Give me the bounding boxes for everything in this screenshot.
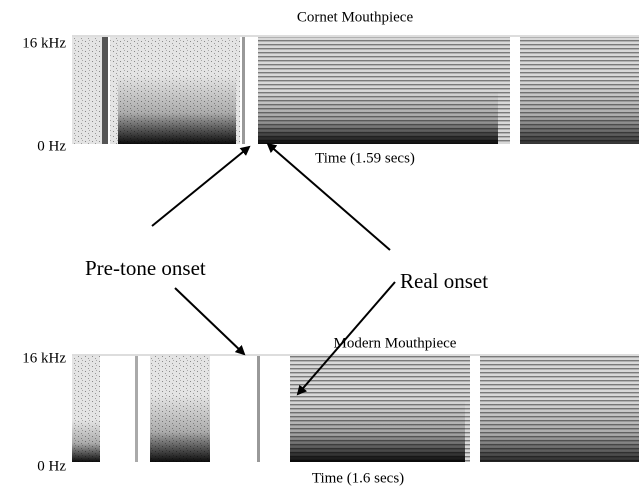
time-label: Time (1.59 secs) bbox=[315, 150, 415, 166]
spectrogram-bottom bbox=[72, 354, 639, 462]
annotation: Pre-tone onset bbox=[85, 256, 206, 280]
arrows bbox=[151, 142, 396, 396]
y-top-label: 16 kHz bbox=[22, 350, 66, 366]
y-bottom-label: 0 Hz bbox=[37, 138, 66, 154]
panel-title: Modern Mouthpiece bbox=[334, 335, 457, 351]
time-label: Time (1.6 secs) bbox=[312, 470, 404, 486]
spectrogram-top bbox=[72, 35, 639, 144]
y-bottom-label: 0 Hz bbox=[37, 458, 66, 474]
annotation: Real onset bbox=[400, 269, 488, 293]
y-top-label: 16 kHz bbox=[22, 35, 66, 51]
panel-title: Cornet Mouthpiece bbox=[297, 9, 414, 25]
